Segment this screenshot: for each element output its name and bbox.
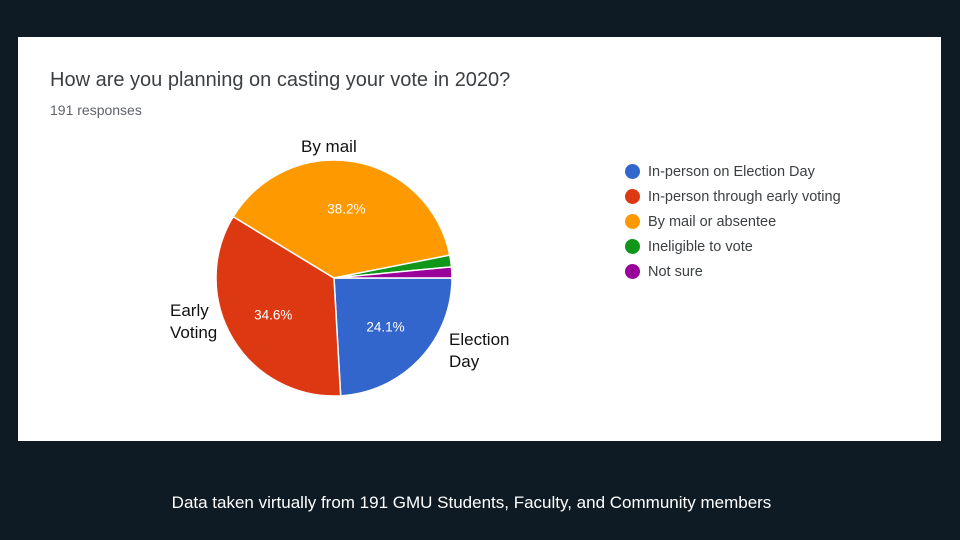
legend-swatch (625, 239, 640, 254)
legend-swatch (625, 189, 640, 204)
legend-item: Not sure (625, 259, 841, 284)
annotation-early-voting: Early Voting (170, 301, 218, 342)
legend-swatch (625, 214, 640, 229)
pie-slice (333, 277, 453, 397)
chart-subtitle: 191 responses (50, 102, 142, 118)
legend-label: In-person through early voting (648, 188, 841, 205)
legend-item: By mail or absentee (625, 209, 841, 234)
footer-note: Data taken virtually from 191 GMU Studen… (171, 493, 772, 512)
legend-swatch (625, 164, 640, 179)
chart-title: How are you planning on casting your vot… (50, 69, 511, 91)
legend-label: Ineligible to vote (648, 238, 753, 255)
slice-label: 38.2% (327, 201, 365, 216)
slice-label: 34.6% (254, 307, 292, 322)
annotation-by-mail: By mail (301, 137, 357, 156)
legend-item: In-person through early voting (625, 184, 841, 209)
legend-label: By mail or absentee (648, 213, 777, 230)
slice-label: 24.1% (366, 320, 404, 335)
legend-item: Ineligible to vote (625, 234, 841, 259)
pie-slice (215, 215, 342, 397)
legend-swatch (625, 264, 640, 279)
chart-card: How are you planning on casting your vot… (18, 37, 941, 441)
legend-label: In-person on Election Day (648, 163, 815, 180)
chart-legend: In-person on Election Day In-person throu… (625, 159, 841, 284)
annotation-election-day: Election Day (449, 330, 510, 371)
pie-chart: 24.1% 34.6% 38.2% (215, 159, 453, 397)
legend-item: In-person on Election Day (625, 159, 841, 184)
pie-slice (333, 266, 453, 279)
pie-slice (232, 159, 451, 279)
legend-label: Not sure (648, 263, 703, 280)
